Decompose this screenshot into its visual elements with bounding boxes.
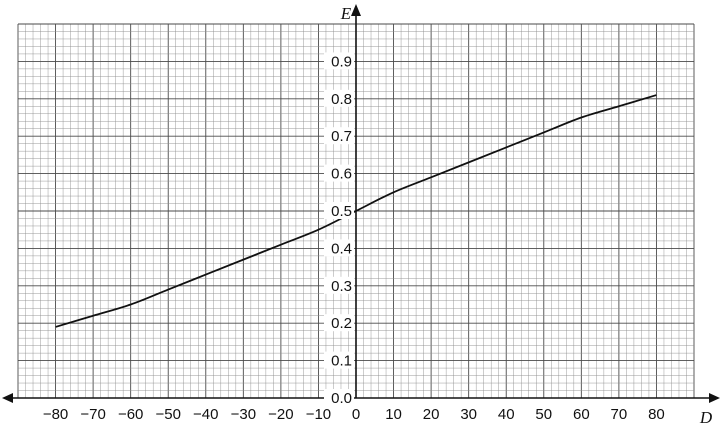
x-axis-arrow-left [2, 393, 13, 403]
x-tick-label: 60 [573, 406, 590, 423]
y-tick-label: 0.2 [331, 315, 352, 332]
y-tick-label-bg [324, 351, 354, 369]
y-axis-arrow [351, 4, 361, 16]
x-tick-label: 20 [423, 406, 440, 423]
y-tick-label-bg [324, 239, 354, 257]
x-tick-label: 40 [498, 406, 515, 423]
y-tick-label: 0.3 [331, 278, 352, 295]
x-tick-label: −30 [231, 406, 256, 423]
x-tick-label: 10 [385, 406, 402, 423]
x-tick-label: −10 [306, 406, 331, 423]
x-tick-label: 0 [352, 406, 360, 423]
x-tick-label: 80 [648, 406, 665, 423]
tick-labels: 0.10.20.30.40.50.60.70.80.90.0−80 −70 −60−… [43, 4, 713, 427]
y-tick-label: 0.5 [331, 203, 352, 220]
x-tick-label: 50 [535, 406, 552, 423]
y-tick-label-bg [324, 164, 354, 182]
y-tick-label: 0.7 [331, 128, 352, 145]
x-tick-label: −20 [268, 406, 293, 423]
y-tick-label: 0.4 [331, 240, 352, 257]
y-tick-label-bg [324, 89, 354, 107]
y-tick-label: 0.8 [331, 91, 352, 108]
series [55, 94, 657, 328]
y-tick-label-bg [324, 127, 354, 145]
x-axis-name: D [699, 408, 713, 427]
x-tick-label: −80 [43, 406, 68, 423]
origin-label: 0.0 [331, 390, 352, 407]
y-tick-label: 0.9 [331, 53, 352, 70]
x-tick-label: −40 [193, 406, 218, 423]
y-tick-label: 0.1 [331, 353, 352, 370]
y-tick-label: 0.6 [331, 166, 352, 183]
y-tick-label-bg [324, 52, 354, 70]
origin-label-bg [324, 389, 354, 406]
x-tick-label: 30 [460, 406, 477, 423]
y-tick-label-bg [324, 202, 354, 219]
axes [2, 4, 720, 403]
x-axis-arrow-right [709, 393, 720, 403]
x-tick-label: −70 [80, 406, 105, 423]
curve-E-vs-D [55, 94, 657, 328]
x-tick-label: 70 [611, 406, 628, 423]
y-tick-label-bg [324, 276, 354, 294]
y-axis-name: E [340, 4, 352, 23]
x-tick-label: −50 [155, 406, 180, 423]
x-tick-label: −60 [118, 406, 143, 423]
y-tick-label-bg [324, 314, 354, 332]
